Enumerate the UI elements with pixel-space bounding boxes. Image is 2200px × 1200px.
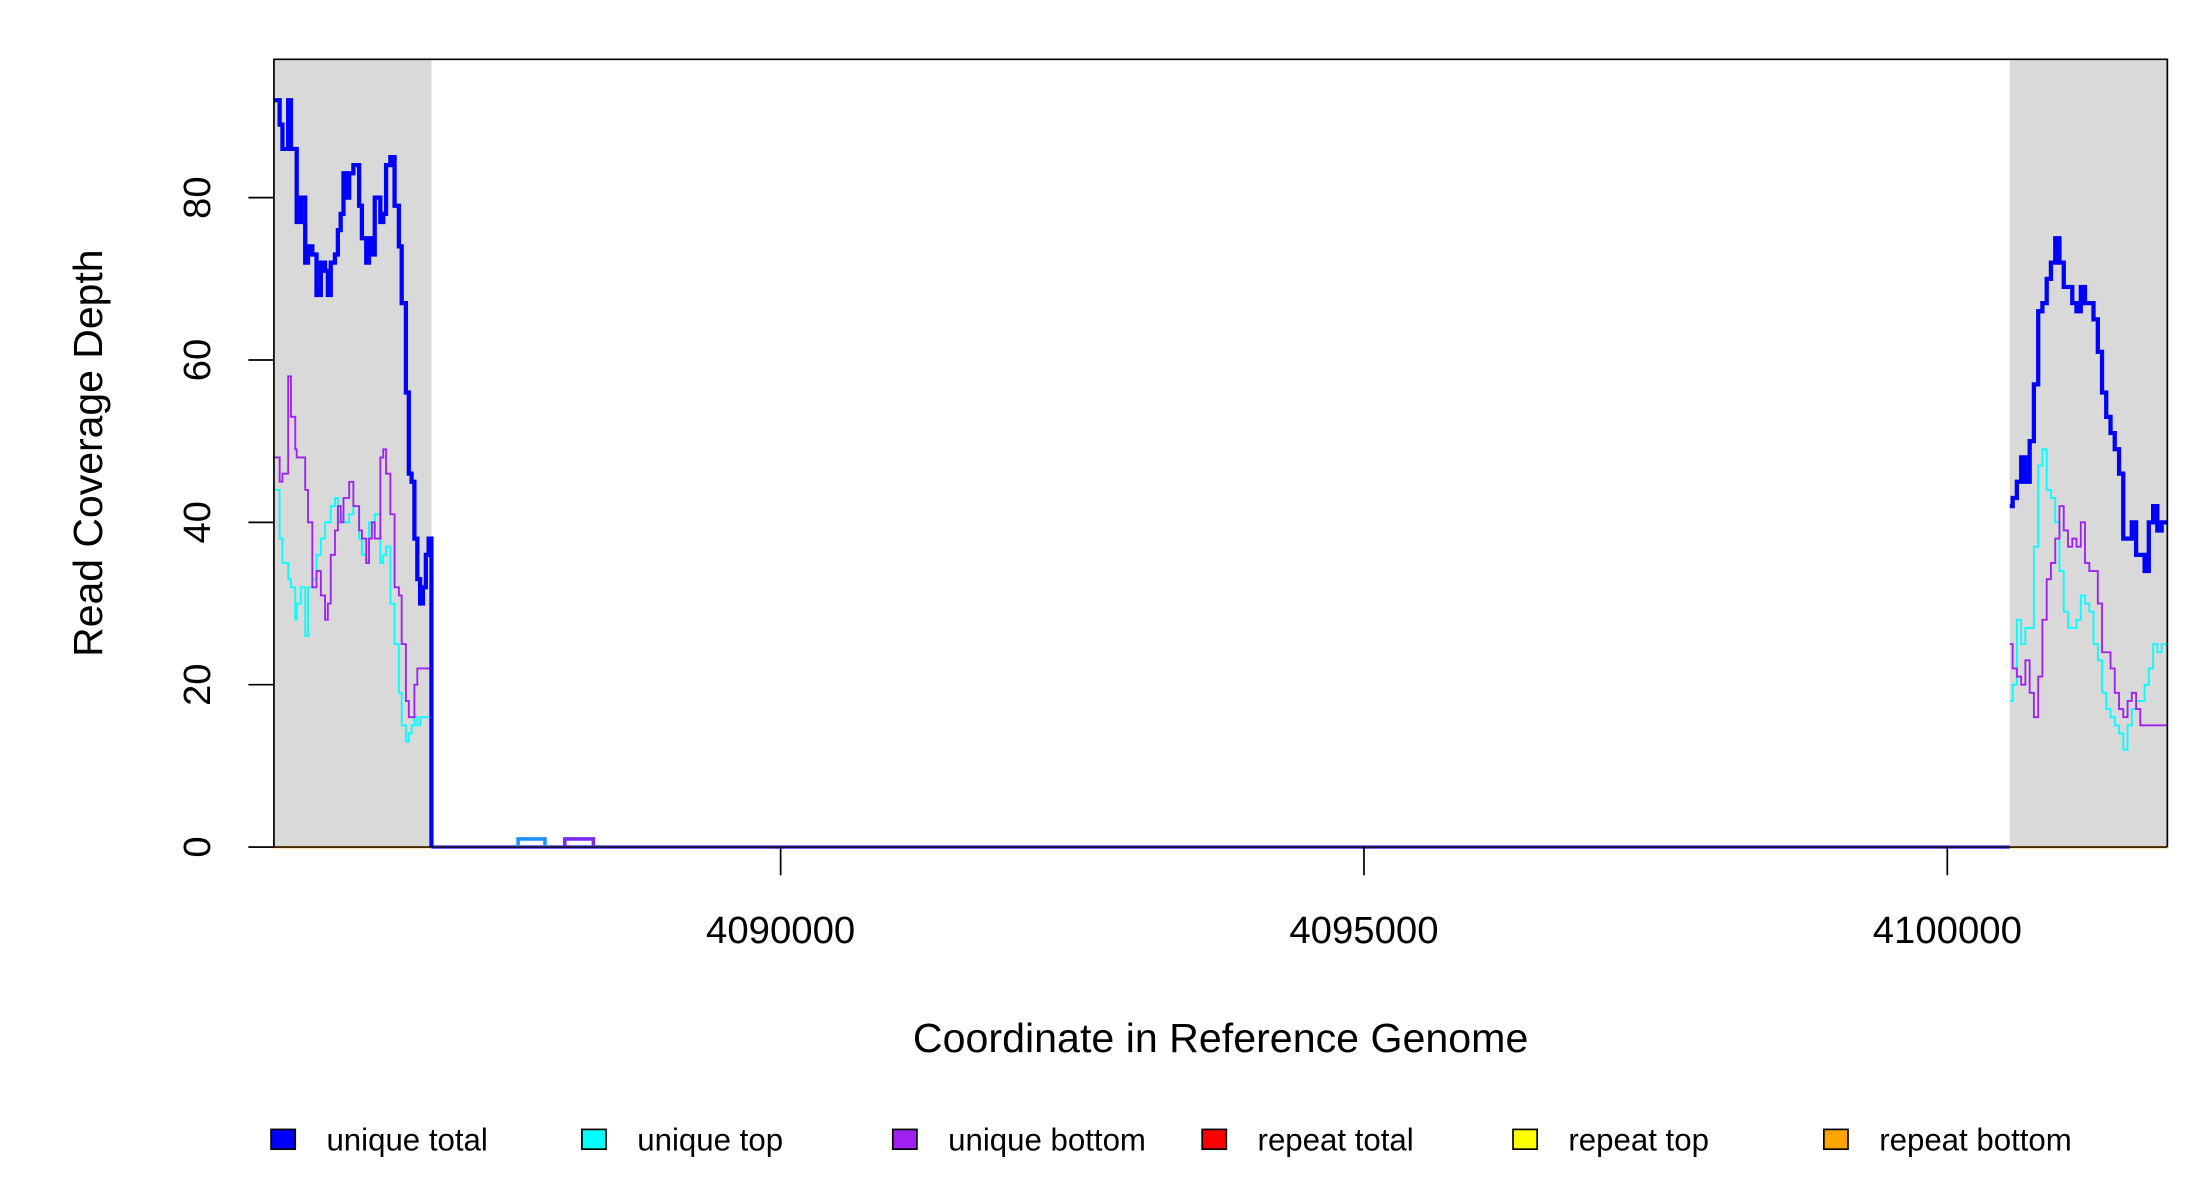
y-tick-label: 0: [176, 836, 219, 857]
x-tick-label: 4090000: [706, 909, 855, 952]
y-axis: 0 20 40 60 80: [176, 176, 274, 858]
gap-blip: [516, 837, 547, 848]
x-axis-label: Coordinate in Reference Genome: [913, 1015, 1528, 1061]
legend-label: unique total: [326, 1123, 487, 1158]
x-axis: 4090000 4095000 4100000: [706, 847, 2022, 952]
y-axis-label: Read Coverage Depth: [65, 249, 111, 656]
shaded-region: [273, 59, 432, 848]
legend-label: unique top: [637, 1123, 783, 1158]
y-tick-label: 80: [176, 176, 219, 218]
legend-label: repeat top: [1568, 1123, 1709, 1158]
legend-label: repeat total: [1258, 1123, 1414, 1158]
y-tick-label: 60: [176, 339, 219, 381]
legend-swatch: [270, 1128, 297, 1151]
legend-label: repeat bottom: [1879, 1123, 2072, 1158]
legend-swatch: [891, 1128, 918, 1151]
x-tick-label: 4095000: [1289, 909, 1438, 952]
shaded-regions: [273, 59, 2168, 848]
y-tick-label: 20: [176, 664, 219, 706]
series-line-unique-top-right: [2009, 448, 2168, 751]
series-line-unique-bottom-left: [273, 375, 433, 848]
legend: unique total unique top unique bottom repea…: [270, 1123, 2072, 1158]
gap-blip: [563, 837, 596, 848]
legend-label: unique bottom: [948, 1123, 1146, 1158]
shaded-region: [2009, 59, 2168, 848]
series-line-unique-total-right: [2009, 236, 2168, 574]
series-line-unique-total-left: [273, 98, 434, 848]
x-tick-label: 4100000: [1873, 909, 2022, 952]
legend-swatch: [1201, 1128, 1228, 1151]
series-lines: [273, 98, 2168, 849]
legend-swatch: [581, 1128, 607, 1151]
y-tick-label: 40: [176, 501, 219, 543]
plot-frame: [248, 58, 2169, 848]
legend-swatch: [1512, 1128, 1539, 1151]
series-line-unique-bottom-right: [2009, 505, 2168, 727]
plot-border: [273, 58, 2169, 848]
legend-swatch: [1823, 1128, 1849, 1151]
